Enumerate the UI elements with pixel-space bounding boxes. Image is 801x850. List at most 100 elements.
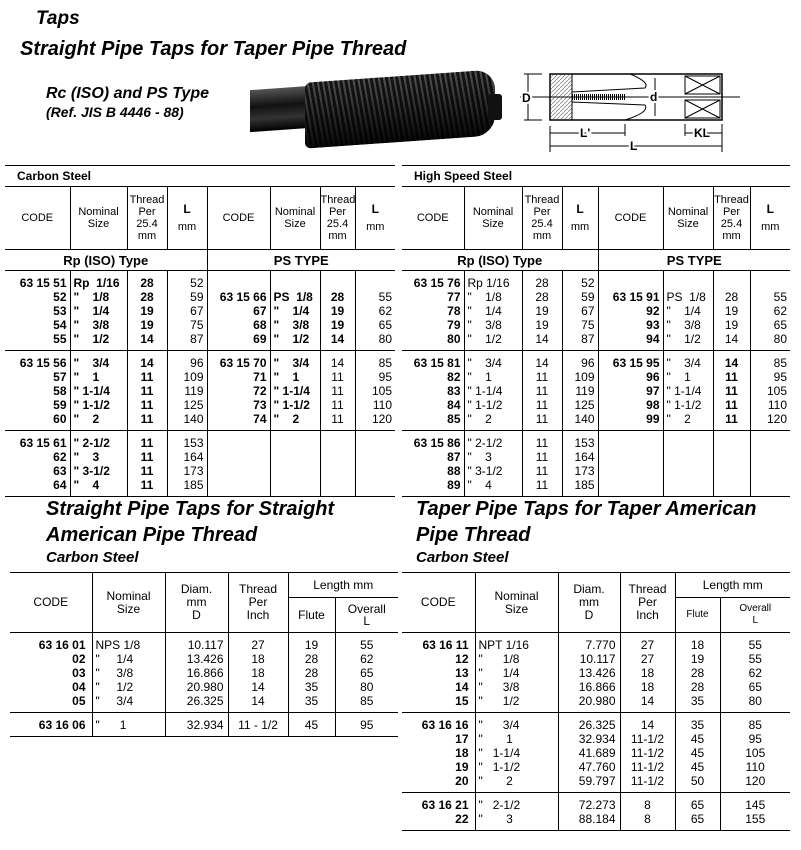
cell: NPT 1/16 <box>478 638 529 652</box>
cell: 18 <box>251 666 265 680</box>
header-diameter: Diam. mm D <box>164 572 228 633</box>
cell: 63 15 51 <box>19 276 67 290</box>
cell: " 1/2 <box>666 332 701 346</box>
cell: 63 16 06 <box>38 718 86 732</box>
cell: " 3/4 <box>273 356 310 370</box>
cell: " 1/4 <box>95 652 134 666</box>
cell: 28 <box>140 276 154 290</box>
header-thread-per: Thread Per 25.4 mm <box>126 186 167 250</box>
cell: 35 <box>304 694 319 708</box>
cell: " 3/4 <box>95 694 134 708</box>
cell: 63 15 81 <box>413 356 461 370</box>
type-label-ps: PS TYPE <box>597 249 791 271</box>
cell: 120 <box>767 412 788 426</box>
cell: 155 <box>745 812 766 826</box>
cell: 8 <box>644 812 651 826</box>
subtitle: Rc (ISO) and PS Type <box>46 85 209 102</box>
cell: 32.934 <box>578 732 616 746</box>
cell: " 1-1/2 <box>73 398 110 412</box>
cell: 96 <box>646 370 660 384</box>
cell: 125 <box>183 398 204 412</box>
cell: 119 <box>575 384 595 398</box>
cell: 11 <box>331 412 344 426</box>
cell: " 3/8 <box>273 318 310 332</box>
cell: 18 <box>640 666 655 680</box>
cell: 41.689 <box>578 746 616 760</box>
cell: 59 <box>190 290 204 304</box>
cell: " 1-1/4 <box>73 384 110 398</box>
header-flute: Flute <box>674 597 720 633</box>
cell: 19 <box>330 304 345 318</box>
table-row-group: 63 16 06 " 1 32.934 11 - 1/2 45 95 <box>10 712 398 737</box>
cell: 11 <box>725 398 738 412</box>
cell: 95 <box>360 718 374 732</box>
cell: " 3/4 <box>73 356 110 370</box>
section-material: Carbon Steel <box>416 549 509 566</box>
cell: 10.117 <box>579 652 616 666</box>
cell: 120 <box>371 412 393 426</box>
cell: 75 <box>190 318 204 332</box>
cell: 18 <box>251 652 265 666</box>
cell: " 1-1/2 <box>467 398 503 412</box>
cell: Rp 1/16 <box>73 276 120 290</box>
cell: 125 <box>574 398 595 412</box>
cell: 35 <box>690 694 705 708</box>
cell: 105 <box>371 384 393 398</box>
cell: 26.325 <box>186 694 224 708</box>
cell: " 1 <box>467 370 492 384</box>
cell: 63 15 61 <box>19 436 67 450</box>
section-material: Carbon Steel <box>46 549 139 566</box>
cell: 80 <box>378 332 393 346</box>
cell: 63 15 91 <box>612 290 660 304</box>
cell: " 1 <box>478 732 513 746</box>
cell: 63 15 76 <box>413 276 461 290</box>
cell: " 1/2 <box>95 680 134 694</box>
cell: " 1/8 <box>478 652 520 666</box>
cell: 28 <box>690 680 705 694</box>
cell: 55 <box>773 290 788 304</box>
label-KL: KL <box>694 126 710 140</box>
cell: 62 <box>53 450 67 464</box>
cell: 65 <box>748 680 762 694</box>
cell: 19 <box>304 638 319 652</box>
tap-dimension-diagram: D d L' KL L <box>520 73 740 155</box>
cell: 19 <box>535 304 549 318</box>
cell: 85 <box>748 718 762 732</box>
cell: 15 <box>455 694 469 708</box>
cell: 78 <box>447 304 461 318</box>
cell: 185 <box>574 478 595 492</box>
cell: 63 15 56 <box>19 356 67 370</box>
cell: 96 <box>190 356 204 370</box>
cell: 55 <box>748 652 762 666</box>
cell: 11 <box>140 436 154 450</box>
cell: 27 <box>640 652 655 666</box>
cell: " 3/8 <box>478 680 520 694</box>
cell: 19 <box>330 318 345 332</box>
cell: 88 <box>447 464 461 478</box>
cell: 28 <box>535 290 549 304</box>
cell: " 1-1/4 <box>467 384 503 398</box>
cell: " 3/8 <box>73 318 110 332</box>
cell: 85 <box>447 412 461 426</box>
cell: 05 <box>72 694 86 708</box>
cell: 120 <box>745 774 766 788</box>
cell: " 3/4 <box>666 356 701 370</box>
cell: 119 <box>184 384 204 398</box>
cell: " 1/4 <box>478 666 520 680</box>
cell: 14 <box>330 332 345 346</box>
table-row-group: 63 15 86 87 88 89 " 2-1/2 " 3 " 3-1/2 " 4 11 11 11… <box>402 430 791 497</box>
cell: 94 <box>646 332 660 346</box>
bottom-table-0: CODE Nominal Size Diam. mm D Thread Per Inch … <box>10 572 398 737</box>
cell: " 1/8 <box>467 290 502 304</box>
table-row-group: 63 16 16 17 18 19 20 " 3/4 " 1 " 1-1/4 " 1-1/2 " … <box>402 712 790 793</box>
cell: 13.426 <box>578 666 616 680</box>
table-row-group: 63 16 01 02 03 04 05 NPS 1/8 " 1/4 " 3/8 " 1/2 " … <box>10 632 398 713</box>
cell: 164 <box>183 450 204 464</box>
cell: " 3/8 <box>467 318 502 332</box>
cell: 11 <box>535 370 549 384</box>
cell: " 2 <box>478 774 513 788</box>
label-D: D <box>522 91 531 105</box>
cell: 50 <box>690 774 705 788</box>
